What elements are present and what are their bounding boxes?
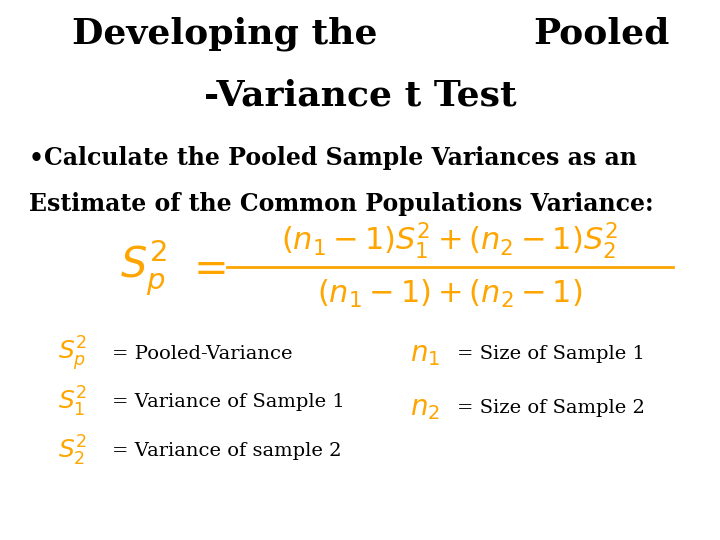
Text: = Variance of sample 2: = Variance of sample 2 (112, 442, 341, 460)
Text: $(n_1-1)S_1^2+(n_2-1)S_2^2$: $(n_1-1)S_1^2+(n_2-1)S_2^2$ (282, 220, 618, 261)
Text: $=$: $=$ (185, 246, 225, 288)
Text: Developing the: Developing the (72, 16, 377, 51)
Text: Estimate of the Common Populations Variance:: Estimate of the Common Populations Varia… (29, 192, 654, 215)
Text: •Calculate the Pooled Sample Variances as an: •Calculate the Pooled Sample Variances a… (29, 146, 636, 170)
Text: $S_2^2$: $S_2^2$ (58, 434, 86, 468)
Text: $S_1^2$: $S_1^2$ (58, 385, 86, 420)
Text: Pooled: Pooled (534, 16, 670, 50)
Text: -Variance t Test: -Variance t Test (204, 78, 516, 112)
Text: $n_2$: $n_2$ (410, 394, 440, 422)
Text: $(n_1-1)+(n_2-1)$: $(n_1-1)+(n_2-1)$ (318, 278, 582, 310)
Text: = Size of Sample 1: = Size of Sample 1 (457, 345, 645, 363)
Text: = Pooled-Variance: = Pooled-Variance (112, 345, 292, 363)
Text: $S_p^2$: $S_p^2$ (120, 238, 168, 297)
Text: $n_1$: $n_1$ (410, 340, 440, 368)
Text: $S_p^2$: $S_p^2$ (58, 334, 86, 373)
Text: = Variance of Sample 1: = Variance of Sample 1 (112, 393, 344, 411)
Text: = Size of Sample 2: = Size of Sample 2 (457, 399, 645, 417)
